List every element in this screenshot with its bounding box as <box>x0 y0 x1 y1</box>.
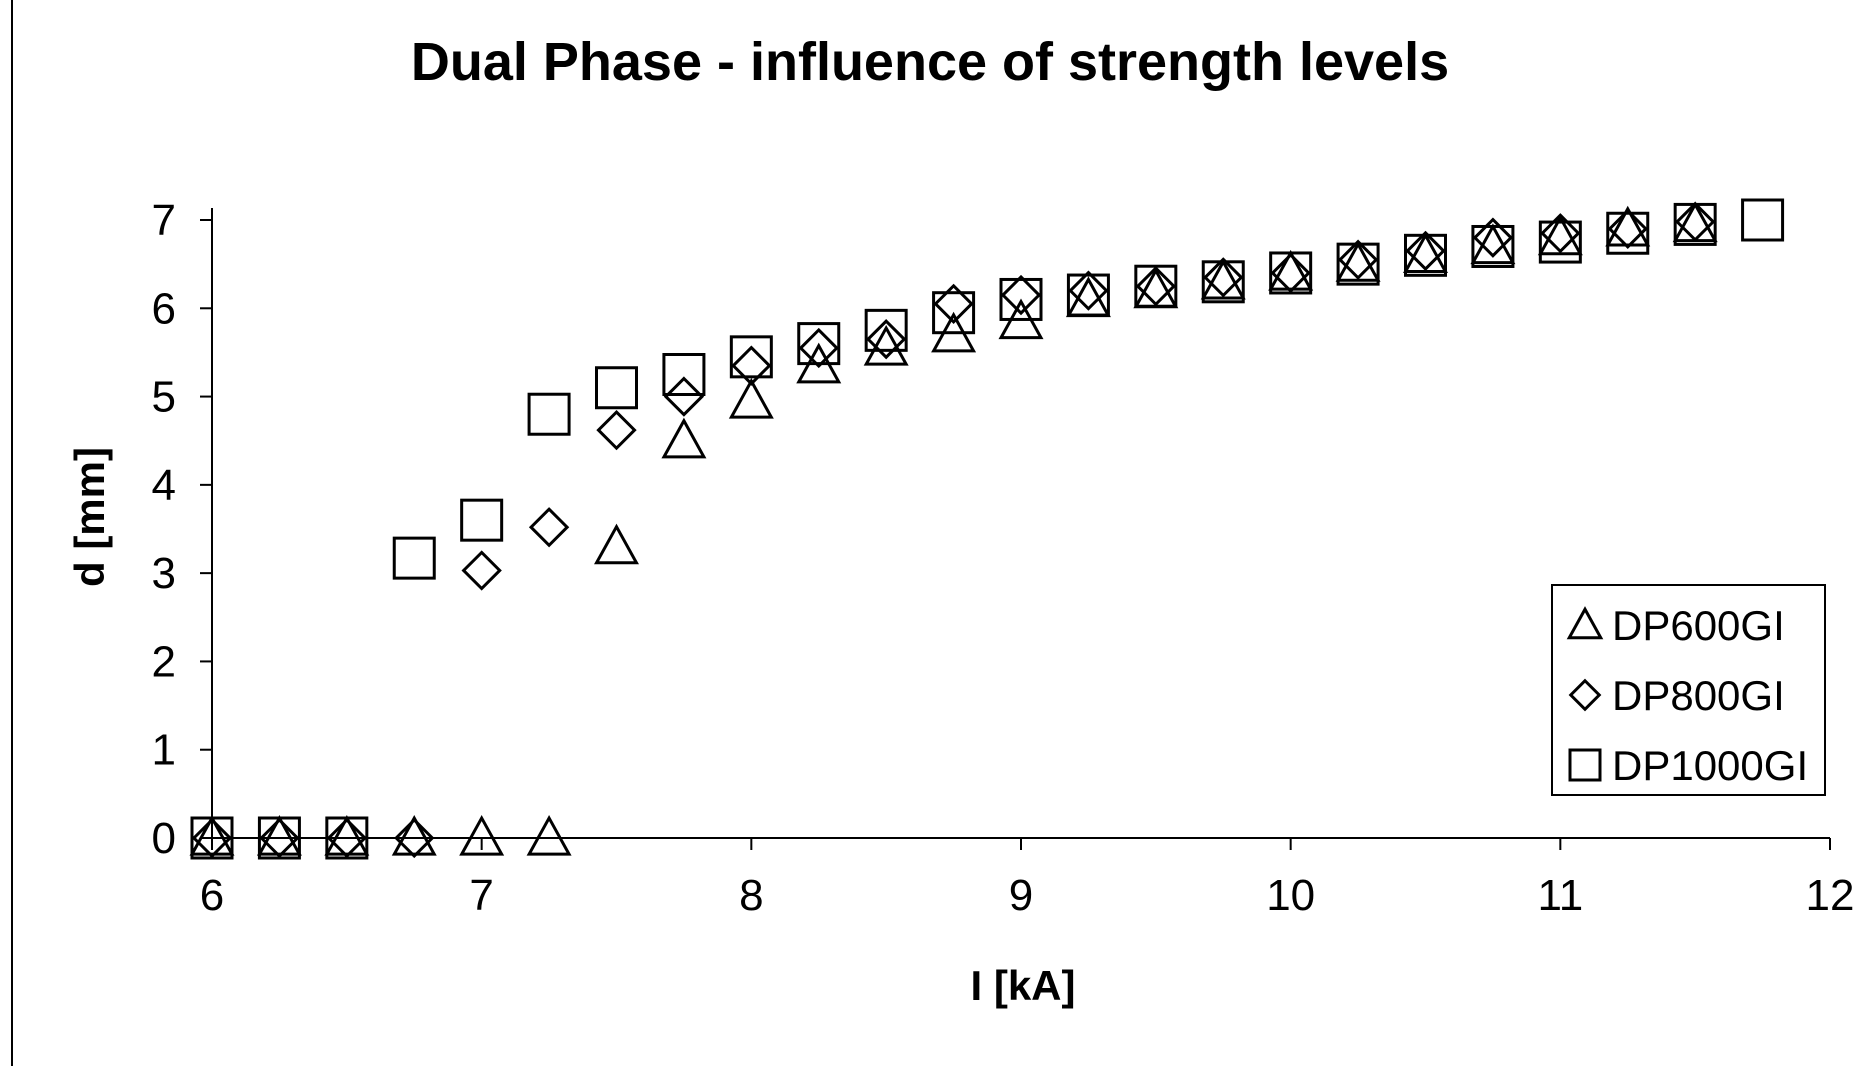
data-point-dp1000gi <box>1471 224 1515 268</box>
data-point-dp800gi <box>191 817 233 859</box>
data-point-dp800gi <box>1203 257 1244 298</box>
y-tick-label: 5 <box>152 373 176 422</box>
data-point-dp1000gi <box>1066 273 1110 317</box>
series-dp600gi-markers <box>189 201 1718 856</box>
data-point-dp800gi <box>933 283 974 325</box>
data-point-dp1000gi <box>1269 251 1313 295</box>
data-point-dp600gi <box>526 814 572 856</box>
y-axis-ticks: 0 1 2 3 4 5 6 7 <box>152 196 212 863</box>
data-point-dp800gi <box>326 817 368 859</box>
data-point-dp600gi <box>459 814 505 856</box>
data-point-dp1000gi <box>1201 260 1245 304</box>
legend-box <box>1551 584 1826 796</box>
x-tick-label: 10 <box>1266 871 1315 920</box>
y-tick-label: 4 <box>152 461 176 510</box>
data-point-dp800gi <box>1270 252 1311 294</box>
data-point-dp1000gi <box>797 322 841 366</box>
x-tick-label: 6 <box>200 871 224 920</box>
y-tick-label: 2 <box>152 637 176 686</box>
data-point-dp800gi <box>394 817 435 859</box>
data-point-dp800gi <box>1000 274 1042 316</box>
chart-title: Dual Phase - influence of strength level… <box>411 32 1449 92</box>
y-tick-label: 1 <box>152 726 176 775</box>
data-point-dp1000gi <box>662 353 706 396</box>
data-point-dp1000gi <box>1606 211 1650 255</box>
data-point-dp1000gi <box>1538 220 1582 264</box>
data-point-dp800gi <box>1068 270 1109 311</box>
data-point-dp600gi <box>1537 214 1583 256</box>
data-point-dp800gi <box>865 319 907 360</box>
data-point-dp1000gi <box>392 536 436 580</box>
legend-label-dp1000gi: DP1000GI <box>1612 742 1808 789</box>
data-point-dp1000gi <box>325 816 369 860</box>
data-point-dp1000gi <box>1336 242 1380 286</box>
data-point-dp800gi <box>1337 239 1379 280</box>
data-point-dp600gi <box>1335 241 1381 282</box>
x-axis-ticks: 6 7 8 9 10 11 12 <box>200 838 1855 920</box>
data-point-dp800gi <box>1472 217 1514 258</box>
y-tick-label: 3 <box>152 549 176 598</box>
data-point-dp800gi <box>1540 213 1581 254</box>
legend: DP600GI DP800GI DP1000GI <box>1551 584 1826 796</box>
x-tick-label: 9 <box>1009 871 1033 920</box>
legend-items: DP600GI DP800GI DP1000GI <box>1566 602 1808 789</box>
data-point-dp800gi <box>731 345 772 386</box>
legend-label-dp800gi: DP800GI <box>1612 672 1785 719</box>
x-axis-title: I [kA] <box>971 962 1076 1009</box>
data-point-dp600gi <box>391 814 437 856</box>
legend-marker-dp800gi <box>1568 678 1602 712</box>
data-point-dp800gi <box>259 817 300 859</box>
data-point-dp600gi <box>1672 201 1718 243</box>
data-point-dp1000gi <box>527 392 571 436</box>
data-point-dp800gi <box>1674 201 1716 242</box>
y-tick-label: 7 <box>152 196 176 245</box>
data-point-dp800gi <box>1607 208 1648 249</box>
data-point-dp600gi <box>728 377 774 419</box>
data-point-dp1000gi <box>729 335 773 379</box>
legend-label-dp600gi: DP600GI <box>1612 602 1785 649</box>
data-point-dp600gi <box>1268 249 1314 291</box>
legend-marker-dp1000gi <box>1568 748 1602 782</box>
legend-marker-dp600gi <box>1566 606 1604 640</box>
data-point-dp600gi <box>1200 258 1246 300</box>
series-dp800gi-markers <box>191 201 1716 859</box>
data-point-dp800gi <box>663 376 705 417</box>
x-tick-label: 11 <box>1537 871 1583 920</box>
y-tick-label: 6 <box>152 284 176 333</box>
data-point-dp800gi <box>1405 230 1446 272</box>
data-point-dp1000gi <box>257 816 301 860</box>
x-tick-label: 12 <box>1806 871 1855 920</box>
series-dp1000gi-markers <box>190 198 1785 860</box>
x-tick-label: 8 <box>739 871 763 920</box>
data-point-dp1000gi <box>1404 233 1447 277</box>
data-point-dp600gi <box>324 814 370 856</box>
data-point-dp600gi <box>1403 232 1448 273</box>
data-point-dp1000gi <box>864 308 908 352</box>
data-point-dp600gi <box>594 523 639 565</box>
data-point-dp800gi <box>528 507 570 548</box>
data-point-dp600gi <box>661 417 707 459</box>
data-point-dp1000gi <box>595 366 638 410</box>
data-point-dp1000gi <box>1741 198 1785 242</box>
data-point-dp800gi <box>1135 266 1177 307</box>
data-point-dp800gi <box>461 550 502 591</box>
data-point-dp1000gi <box>1673 202 1717 246</box>
data-point-dp1000gi <box>460 498 504 542</box>
data-point-dp600gi <box>256 814 302 856</box>
data-point-dp1000gi <box>1134 264 1178 308</box>
y-tick-label: 0 <box>152 814 176 863</box>
data-point-dp1000gi <box>932 291 976 335</box>
y-axis-title: d [mm] <box>66 447 113 587</box>
data-point-dp800gi <box>596 409 637 451</box>
x-tick-label: 7 <box>469 871 493 920</box>
data-markers <box>189 198 1785 860</box>
data-point-dp1000gi <box>999 277 1043 321</box>
data-point-dp800gi <box>798 327 839 369</box>
data-point-dp1000gi <box>190 816 234 860</box>
